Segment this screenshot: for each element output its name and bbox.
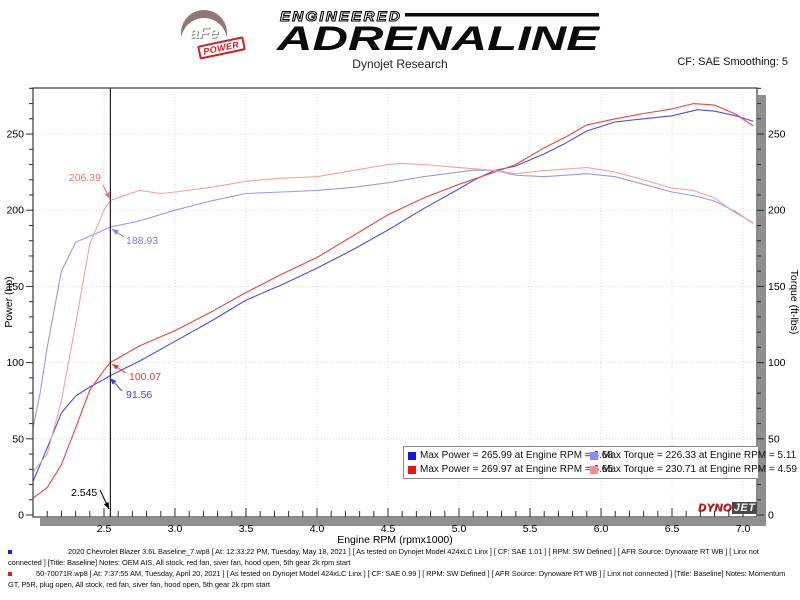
y-axis-title-left: Power (hp) bbox=[3, 276, 15, 327]
legend-label: Max Power = 265.99 at Engine RPM = 6.68 bbox=[420, 450, 613, 461]
afe-power-logo: aFe POWER bbox=[178, 8, 248, 60]
svg-text:91.56: 91.56 bbox=[126, 389, 152, 401]
footnote-text: 2020 Chevrolet Blazer 3.6L Baseline_7.wp… bbox=[8, 547, 759, 567]
legend-item-0: Max Power = 265.99 at Engine RPM = 6.68 bbox=[408, 449, 613, 462]
svg-text:4.5: 4.5 bbox=[381, 523, 396, 535]
adrenaline-text: ADRENALINE bbox=[276, 20, 601, 56]
plot-shadow-bottom bbox=[40, 518, 764, 526]
footnote-bullet bbox=[8, 550, 12, 554]
legend-item-3: Max Torque = 230.71 at Engine RPM = 4.59 bbox=[590, 463, 797, 476]
logo-rule bbox=[405, 13, 599, 17]
plot-shadow-right bbox=[758, 95, 766, 526]
plot-area bbox=[33, 88, 757, 517]
afe-logo-text: aFe bbox=[189, 23, 219, 42]
annotation-torque-baseline-at-cursor: 188.93 bbox=[111, 228, 158, 247]
svg-text:6.5: 6.5 bbox=[665, 523, 680, 535]
adrenaline-logo: ENGINEERED ADRENALINE bbox=[276, 8, 601, 57]
plot-frame bbox=[32, 87, 758, 518]
legend-label: Max Torque = 230.71 at Engine RPM = 4.59 bbox=[602, 464, 797, 475]
svg-text:150: 150 bbox=[6, 281, 24, 293]
footnote-1: 50-70071R.wp8 [ At: 7:37:55 AM, Tuesday,… bbox=[0, 569, 794, 590]
svg-text:100: 100 bbox=[6, 357, 24, 369]
dyno-chart: 2.5 3.0 3.5 4.0 4.5 5.0 5.5 6.0 6.5 7.0 0 0 50 50 100 1… bbox=[3, 87, 800, 546]
dynojet-logo: DYNO JET bbox=[698, 502, 758, 514]
svg-text:7.0: 7.0 bbox=[736, 523, 751, 535]
smoothing-label: CF: SAE Smoothing: 5 bbox=[677, 56, 788, 68]
svg-text:250: 250 bbox=[6, 129, 24, 141]
legend: Max Power = 265.99 at Engine RPM = 6.68 M… bbox=[403, 446, 797, 479]
dynojet-logo-jet: JET bbox=[731, 502, 758, 514]
series-power-intake bbox=[32, 103, 754, 499]
afe-logo-mark: aFe bbox=[181, 10, 227, 56]
svg-text:2.5: 2.5 bbox=[97, 523, 112, 535]
svg-text:6.0: 6.0 bbox=[594, 523, 609, 535]
footnotes: 2020 Chevrolet Blazer 3.6L Baseline_7.wp… bbox=[0, 547, 794, 591]
svg-text:5.0: 5.0 bbox=[452, 523, 467, 535]
svg-text:100.07: 100.07 bbox=[129, 371, 161, 383]
svg-text:50: 50 bbox=[768, 433, 780, 445]
svg-text:200: 200 bbox=[6, 205, 24, 217]
footnote-0: 2020 Chevrolet Blazer 3.6L Baseline_7.wp… bbox=[0, 547, 794, 568]
annotation-cursor-rpm: 2.545 bbox=[71, 487, 110, 510]
svg-text:188.93: 188.93 bbox=[126, 235, 158, 247]
svg-text:2.545: 2.545 bbox=[71, 487, 97, 499]
svg-text:0: 0 bbox=[768, 510, 774, 522]
legend-swatch bbox=[590, 465, 598, 474]
legend-item-1: Max Torque = 226.33 at Engine RPM = 5.11 bbox=[590, 449, 797, 462]
y-axis-title-right: Torque (ft-lbs) bbox=[788, 270, 800, 335]
axis-tick-labels: 2.5 3.0 3.5 4.0 4.5 5.0 5.5 6.0 6.5 7.0 0 0 50 50 100 1… bbox=[6, 129, 785, 535]
series-power-baseline bbox=[32, 109, 754, 483]
dynojet-logo-dyno: DYNO bbox=[698, 502, 732, 514]
legend-item-2: Max Power = 269.97 at Engine RPM = 6.65 bbox=[408, 463, 613, 476]
axis-titles: Engine RPM (rpmx1000) Power (hp) Torque (f… bbox=[3, 270, 800, 546]
svg-text:100: 100 bbox=[768, 357, 786, 369]
legend-swatch bbox=[590, 451, 598, 460]
svg-text:4.0: 4.0 bbox=[310, 523, 325, 535]
svg-text:5.5: 5.5 bbox=[523, 523, 538, 535]
page-title: Dynojet Research bbox=[352, 57, 448, 71]
svg-text:3.0: 3.0 bbox=[168, 523, 183, 535]
series-torque-baseline bbox=[32, 169, 754, 429]
x-axis-title: Engine RPM (rpmx1000) bbox=[337, 534, 453, 546]
svg-text:200: 200 bbox=[768, 205, 786, 217]
series-torque-intake bbox=[32, 162, 754, 473]
legend-label: Max Torque = 226.33 at Engine RPM = 5.11 bbox=[602, 450, 797, 461]
svg-text:250: 250 bbox=[768, 129, 786, 141]
svg-text:50: 50 bbox=[12, 433, 24, 445]
footnote-text: 50-70071R.wp8 [ At: 7:37:55 AM, Tuesday,… bbox=[8, 569, 786, 589]
engineered-text: ENGINEERED bbox=[280, 8, 402, 24]
gridlines bbox=[33, 88, 757, 517]
footnote-bullet bbox=[8, 572, 12, 576]
svg-text:206.39: 206.39 bbox=[69, 172, 101, 184]
annotation-power-intake-at-cursor: 100.07 bbox=[111, 363, 161, 383]
annotation-torque-intake-at-cursor: 206.39 bbox=[69, 172, 111, 200]
svg-text:150: 150 bbox=[768, 281, 786, 293]
axis-ticks bbox=[26, 87, 764, 517]
annotation-power-baseline-at-cursor: 91.56 bbox=[109, 377, 152, 401]
legend-swatch bbox=[408, 451, 416, 460]
svg-text:3.5: 3.5 bbox=[239, 523, 254, 535]
svg-text:0: 0 bbox=[18, 510, 24, 522]
legend-swatch bbox=[408, 465, 416, 474]
legend-label: Max Power = 269.97 at Engine RPM = 6.65 bbox=[420, 464, 613, 475]
